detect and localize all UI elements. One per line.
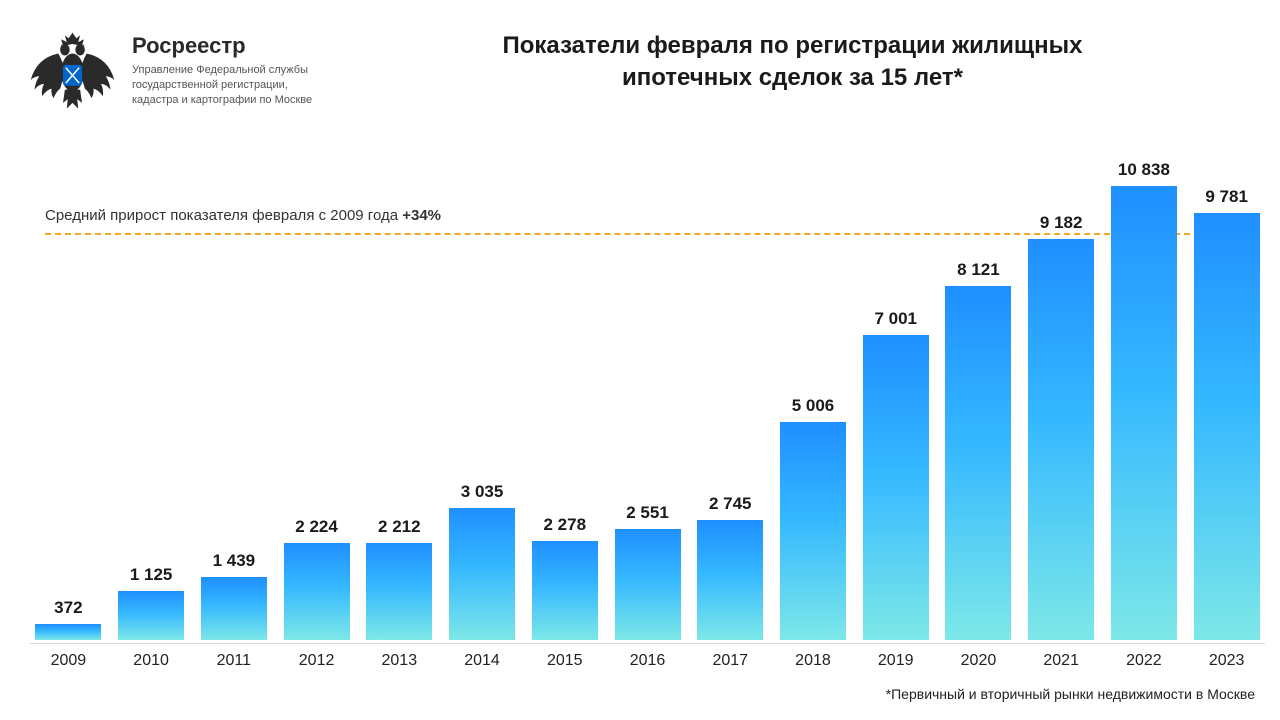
bar-slot: 9 182	[1023, 160, 1100, 640]
bar-slot: 10 838	[1106, 160, 1183, 640]
bar-value-label: 1 439	[213, 551, 256, 571]
bar-slot: 3 035	[444, 160, 521, 640]
bar-value-label: 9 781	[1205, 187, 1248, 207]
org-name: Росреестр	[132, 33, 312, 59]
bar-value-label: 2 212	[378, 517, 421, 537]
org-text: Росреестр Управление Федеральной службы …	[132, 25, 312, 108]
bar	[532, 541, 598, 640]
bars-container: 372 1 125 1 439 2 224 2 212 3 035 2 278 2 551 2 …	[30, 160, 1265, 640]
bar	[780, 422, 846, 640]
bar	[449, 508, 515, 640]
bar-slot: 9 781	[1188, 160, 1265, 640]
bar	[1194, 213, 1260, 640]
bar	[366, 543, 432, 640]
x-axis-label: 2013	[361, 652, 438, 670]
bar-slot: 5 006	[775, 160, 852, 640]
x-axis-label: 2019	[857, 652, 934, 670]
bar-value-label: 2 745	[709, 494, 752, 514]
bar-slot: 2 224	[278, 160, 355, 640]
chart-area: 372 1 125 1 439 2 224 2 212 3 035 2 278 2 551 2 …	[30, 160, 1265, 670]
header: Росреестр Управление Федеральной службы …	[0, 0, 1280, 120]
bar	[1111, 186, 1177, 640]
bar-value-label: 1 125	[130, 565, 173, 585]
x-axis: 2009 2010 2011 2012 2013 2014 2015 2016 2017 2018…	[30, 643, 1265, 670]
x-axis-label: 2023	[1188, 652, 1265, 670]
bar-slot: 372	[30, 160, 107, 640]
bar-value-label: 5 006	[792, 396, 835, 416]
bar-value-label: 2 551	[626, 503, 669, 523]
bar-slot: 7 001	[857, 160, 934, 640]
x-axis-label: 2018	[775, 652, 852, 670]
bar-value-label: 2 224	[295, 517, 338, 537]
x-axis-label: 2010	[113, 652, 190, 670]
x-axis-label: 2020	[940, 652, 1017, 670]
x-axis-label: 2009	[30, 652, 107, 670]
bar	[697, 520, 763, 640]
bar-value-label: 3 035	[461, 482, 504, 502]
x-axis-label: 2022	[1106, 652, 1183, 670]
org-desc-line: Управление Федеральной службы	[132, 64, 308, 76]
title-line: ипотечных сделок за 15 лет*	[622, 64, 963, 91]
bar	[284, 543, 350, 640]
bar-value-label: 10 838	[1118, 160, 1170, 180]
x-axis-label: 2012	[278, 652, 355, 670]
bar	[35, 624, 101, 640]
footnote: *Первичный и вторичный рынки недвижимост…	[886, 686, 1255, 702]
x-axis-label: 2021	[1023, 652, 1100, 670]
bar-value-label: 372	[54, 598, 82, 618]
org-desc-line: кадастра и картографии по Москве	[132, 94, 312, 106]
x-axis-label: 2016	[609, 652, 686, 670]
bar	[201, 577, 267, 640]
x-axis-label: 2015	[526, 652, 603, 670]
bar-value-label: 2 278	[544, 515, 587, 535]
bar-value-label: 7 001	[874, 309, 917, 329]
x-axis-label: 2011	[195, 652, 272, 670]
org-desc: Управление Федеральной службы государств…	[132, 63, 312, 108]
bar-slot: 2 278	[526, 160, 603, 640]
bar-value-label: 8 121	[957, 260, 1000, 280]
bar	[945, 286, 1011, 640]
chart-title: Показатели февраля по регистрации жилищн…	[345, 30, 1240, 95]
bar-slot: 2 551	[609, 160, 686, 640]
bar	[1028, 239, 1094, 640]
bar-slot: 2 745	[692, 160, 769, 640]
bar	[615, 529, 681, 640]
bar-slot: 1 439	[195, 160, 272, 640]
bar-slot: 2 212	[361, 160, 438, 640]
org-desc-line: государственной регистрации,	[132, 79, 288, 91]
logo-block: Росреестр Управление Федеральной службы …	[25, 25, 345, 120]
title-line: Показатели февраля по регистрации жилищн…	[503, 32, 1083, 59]
eagle-emblem-icon	[25, 25, 120, 120]
bar	[863, 335, 929, 640]
title-block: Показатели февраля по регистрации жилищн…	[345, 25, 1240, 95]
x-axis-label: 2017	[692, 652, 769, 670]
bar-value-label: 9 182	[1040, 213, 1083, 233]
bar-slot: 8 121	[940, 160, 1017, 640]
bar-slot: 1 125	[113, 160, 190, 640]
bar	[118, 591, 184, 640]
x-axis-label: 2014	[444, 652, 521, 670]
